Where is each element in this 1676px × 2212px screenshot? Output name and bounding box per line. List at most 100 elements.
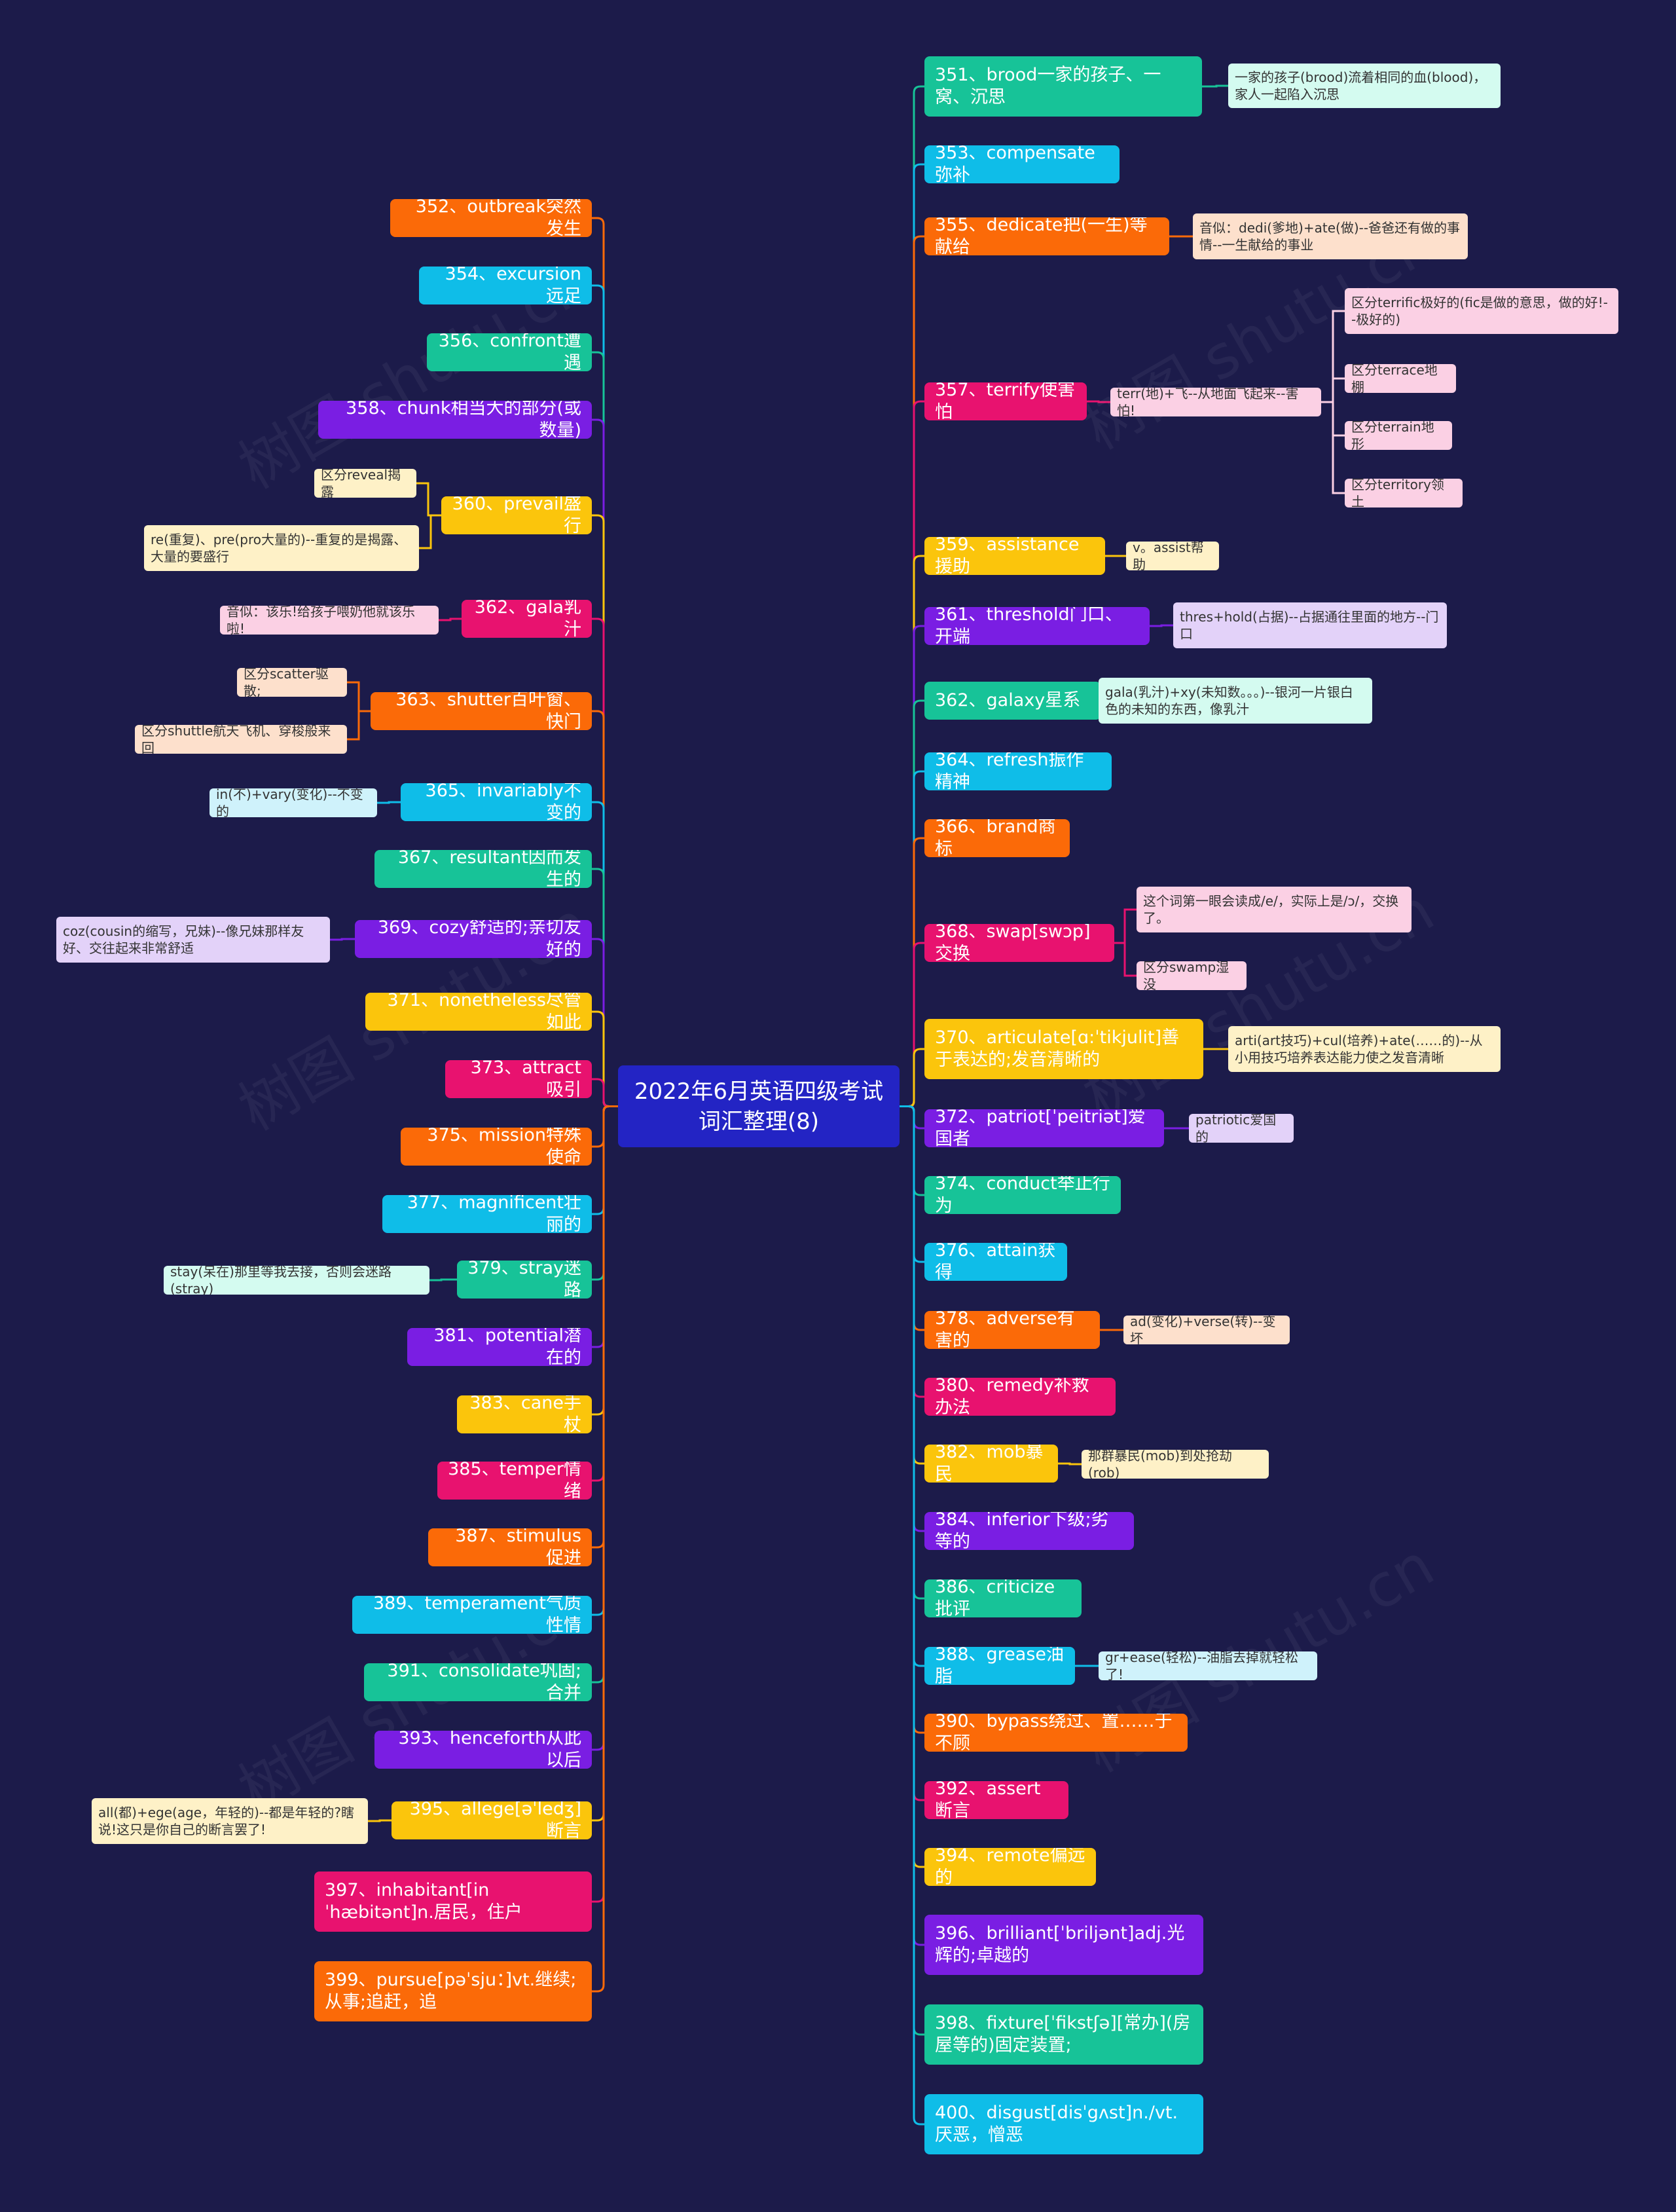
note-shutter[interactable]: 区分scatter驱散; <box>237 668 347 697</box>
topic-prevail[interactable]: 360、prevail盛行 <box>441 496 592 534</box>
topic-mission[interactable]: 375、mission特殊使命 <box>401 1128 592 1166</box>
topic-brood[interactable]: 351、brood一家的孩子、一窝、沉思 <box>924 56 1202 117</box>
topic-brand[interactable]: 366、brand商标 <box>924 819 1070 857</box>
note-allege-led[interactable]: all(都)+ege(age，年轻的)--都是年轻的?瞎说!这只是你自己的断言罢… <box>92 1798 368 1844</box>
topic-temper[interactable]: 385、temper情绪 <box>437 1462 592 1500</box>
topic-inferior[interactable]: 384、inferior下级;劣等的 <box>924 1512 1134 1550</box>
topic-stray[interactable]: 379、stray迷路 <box>457 1261 592 1299</box>
connector-line <box>592 1105 618 1482</box>
note-prevail[interactable]: 区分reveal揭露 <box>314 469 416 498</box>
topic-refresh[interactable]: 364、refresh振作精神 <box>924 752 1112 790</box>
note-articulate-tikjulit[interactable]: arti(art技巧)+cul(培养)+ate(……的)--从小用技巧培养表达能… <box>1228 1026 1501 1072</box>
note-gala[interactable]: 音似：该乐!给孩子喂奶他就该乐啦! <box>220 606 439 635</box>
note-grease[interactable]: gr+ease(轻松)--油脂去掉就轻松了! <box>1099 1651 1317 1680</box>
connector-line <box>900 1105 924 1465</box>
note-swap-sw-p[interactable]: 这个词第一眼会读成/e/，实际上是/ɔ/，交换了。 <box>1137 887 1412 932</box>
topic-remote[interactable]: 394、remote偏远的 <box>924 1848 1096 1886</box>
note-prevail[interactable]: re(重复)、pre(pro大量的)--重复的是揭露、大量的要盛行 <box>144 525 419 571</box>
topic-magnificent[interactable]: 377、magnificent壮丽的 <box>382 1195 592 1233</box>
connector-line <box>900 1105 924 1801</box>
topic-stimulus[interactable]: 387、stimulus促进 <box>428 1528 592 1566</box>
topic-resultant[interactable]: 367、resultant因而发生的 <box>374 850 592 888</box>
topic-grease[interactable]: 388、grease油脂 <box>924 1647 1075 1685</box>
topic-disgust-dis-g-st-n-vt[interactable]: 400、disgust[disˈgʌst]n./vt.厌恶，憎恶 <box>924 2094 1203 2154</box>
topic-outbreak[interactable]: 352、outbreak突然发生 <box>390 199 592 237</box>
connector-line <box>592 1010 618 1107</box>
note-stray[interactable]: stay(呆在)那里等我去接，否则会迷路(stray) <box>164 1266 429 1295</box>
topic-compensate[interactable]: 353、compensate弥补 <box>924 145 1120 183</box>
connector-line <box>416 482 441 517</box>
connector-line <box>900 1105 924 1734</box>
topic-gala[interactable]: 362、gala乳汁 <box>462 600 592 638</box>
connector-line <box>592 1105 618 1751</box>
topic-adverse[interactable]: 378、adverse有害的 <box>924 1311 1100 1349</box>
note-terr[interactable]: 区分terrain地形 <box>1345 421 1452 450</box>
topic-attain[interactable]: 376、attain获得 <box>924 1243 1067 1281</box>
topic-dedicate[interactable]: 355、dedicate把(一生)等献给 <box>924 217 1169 255</box>
topic-threshold[interactable]: 361、threshold门口、开端 <box>924 607 1150 645</box>
topic-attract[interactable]: 373、attract吸引 <box>445 1060 592 1098</box>
topic-henceforth[interactable]: 393、henceforth从此以后 <box>374 1731 592 1769</box>
connector-line <box>900 555 924 1107</box>
topic-chunk[interactable]: 358、chunk相当大的部分(或数量) <box>318 401 592 439</box>
topic-bypass[interactable]: 390、bypass绕过、置……于不顾 <box>924 1714 1188 1752</box>
topic-nonetheless[interactable]: 371、nonetheless尽管如此 <box>365 993 592 1031</box>
connector-line <box>592 351 618 1107</box>
note-threshold[interactable]: thres+hold(占据)--占据通往里面的地方--门口 <box>1173 602 1447 648</box>
connector-line <box>900 770 924 1107</box>
topic-galaxy[interactable]: 362、galaxy星系 <box>924 682 1101 720</box>
topic-terrify[interactable]: 357、terrify使害怕 <box>924 382 1087 420</box>
topic-swap-sw-p[interactable]: 368、swap[swɔp]交换 <box>924 924 1114 962</box>
topic-assistance[interactable]: 359、assistance援助 <box>924 537 1105 575</box>
note-adverse[interactable]: ad(变化)+verse(转)--变坏 <box>1123 1316 1290 1344</box>
connector-line <box>377 801 401 804</box>
topic-brilliant-brilj-nt-adj[interactable]: 396、brilliant[ˈbriljənt]adj.光辉的;卓越的 <box>924 1915 1203 1975</box>
topic-fixture-fikst[interactable]: 398、fixture[ˈfikstʃə][常办](房屋等的)固定装置; <box>924 2004 1203 2065</box>
topic-pursue-p-sju-vt[interactable]: 399、pursue[pəˈsju：]vt.继续;从事;追赶，追 <box>314 1961 592 2021</box>
topic-invariably[interactable]: 365、invariably不变的 <box>401 783 592 821</box>
topic-remedy[interactable]: 380、remedy补救办法 <box>924 1378 1116 1416</box>
note-galaxy[interactable]: gala(乳汁)+xy(未知数。。。)--银河一片银白色的未知的东西，像乳汁 <box>1099 678 1372 724</box>
topic-shutter[interactable]: 363、shutter百叶窗、快门 <box>371 692 592 730</box>
topic-consolidate[interactable]: 391、consolidate巩固;合并 <box>364 1663 592 1701</box>
topic-articulate-tikjulit[interactable]: 370、articulate[ɑ:ˈtikjulit]善于表达的;发音清晰的 <box>924 1019 1203 1079</box>
connector-line <box>900 625 924 1107</box>
topic-inhabitant-in-h-bit-nt-n[interactable]: 397、inhabitant[inˈhæbitənt]n.居民，住户 <box>314 1871 592 1932</box>
connector-line <box>1114 908 1137 944</box>
connector-line <box>419 514 441 549</box>
note-terr[interactable]: 区分territory领土 <box>1345 479 1463 507</box>
topic-temperament[interactable]: 389、temperament气质性情 <box>352 1596 592 1634</box>
topic-criticize[interactable]: 386、criticize批评 <box>924 1579 1082 1617</box>
topic-cozy[interactable]: 369、cozy舒适的;亲切友好的 <box>355 920 592 958</box>
connector-line <box>592 284 618 1107</box>
topic-confront[interactable]: 356、confront遭遇 <box>427 333 592 371</box>
connector-line <box>592 1105 618 1215</box>
note-shutter[interactable]: 区分shuttle航天飞机、穿梭般来回 <box>135 725 347 754</box>
connector-line <box>592 618 618 1107</box>
connector-line <box>900 942 924 1107</box>
note-terr[interactable]: 区分terrific极好的(fic是做的意思，做的好!--极好的) <box>1345 288 1618 334</box>
note-invariably[interactable]: in(不)+vary(变化)--不变的 <box>210 788 377 817</box>
topic-mob[interactable]: 382、mob暴民 <box>924 1445 1058 1483</box>
topic-assert[interactable]: 392、assert断言 <box>924 1781 1068 1819</box>
note-terrify[interactable]: terr(地)+飞--从地面飞起来--害怕! <box>1110 388 1321 416</box>
topic-patriot-peitri-t[interactable]: 372、patriot[ˈpeitriət]爱国者 <box>924 1109 1164 1147</box>
topic-cane[interactable]: 383、cane手杖 <box>457 1395 592 1433</box>
note-mob[interactable]: 那群暴民(mob)到处抢劫(rob) <box>1082 1450 1269 1479</box>
note-brood[interactable]: 一家的孩子(brood)流着相同的血(blood)，家人一起陷入沉思 <box>1228 64 1501 108</box>
note-assistance[interactable]: v。assist帮助 <box>1126 542 1219 570</box>
note-patriot-peitri-t[interactable]: patriotic爱国的 <box>1189 1114 1294 1143</box>
connector-line <box>439 618 462 621</box>
connector-line <box>1321 377 1345 403</box>
note-cozy[interactable]: coz(cousin的缩写，兄妹)--像兄妹那样友好、交往起来非常舒适 <box>56 917 330 963</box>
topic-excursion[interactable]: 354、excursion远足 <box>419 267 592 304</box>
note-terr[interactable]: 区分terrace地棚 <box>1345 364 1456 393</box>
topic-potential[interactable]: 381、potential潜在的 <box>407 1328 592 1366</box>
topic-allege-led[interactable]: 395、allege[əˈledʒ]断言 <box>392 1801 592 1839</box>
topic-conduct[interactable]: 374、conduct举止行为 <box>924 1176 1121 1214</box>
note-swap-sw-p[interactable]: 区分swamp湿没 <box>1137 961 1247 990</box>
root-topic[interactable]: 2022年6月英语四级考试词汇整理(8) <box>618 1065 900 1147</box>
connector-line <box>1087 400 1110 403</box>
connector-line <box>592 1105 618 1148</box>
note-dedicate[interactable]: 音似：dedi(爹地)+ate(做)--爸爸还有做的事情--一生献给的事业 <box>1193 213 1468 259</box>
